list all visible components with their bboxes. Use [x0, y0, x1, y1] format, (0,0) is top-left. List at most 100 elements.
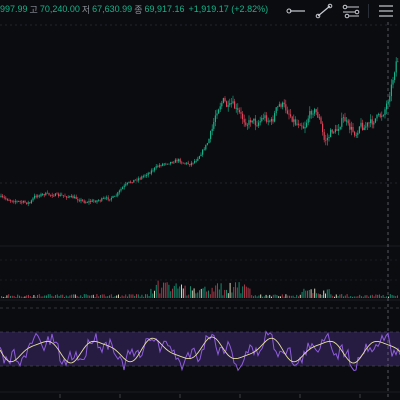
volume-bar: [251, 295, 253, 298]
candle-body: [38, 195, 40, 197]
candle-body: [352, 126, 354, 132]
volume-bar: [326, 289, 328, 298]
candle-body: [26, 202, 28, 204]
candle-body: [0, 195, 2, 197]
candle-body: [274, 113, 276, 122]
volume-bar: [193, 288, 195, 298]
candle-body: [363, 127, 365, 131]
candle-body: [13, 201, 15, 203]
candle-body: [243, 119, 245, 123]
candle-body: [323, 132, 325, 140]
candle-body: [82, 199, 84, 201]
volume-bar: [170, 291, 172, 298]
volume-bar: [395, 296, 397, 298]
candle-body: [211, 128, 213, 132]
candle-body: [280, 104, 282, 107]
candle-body: [213, 121, 215, 129]
volume-bar: [238, 282, 240, 298]
candle-body: [45, 192, 47, 196]
volume-bar: [141, 294, 143, 298]
volume-bar: [94, 296, 96, 298]
candle-body: [160, 165, 162, 167]
candle-body: [250, 120, 252, 123]
volume-bar: [87, 295, 89, 298]
close-value: 69,917.16: [144, 4, 185, 14]
volume-bar: [321, 294, 323, 298]
volume-bar: [393, 295, 395, 298]
horizontal-line-tool[interactable]: [285, 2, 307, 20]
candle-body: [238, 110, 240, 113]
candle-body: [133, 179, 135, 183]
candle-body: [66, 196, 68, 198]
candle-body: [130, 181, 132, 183]
candle-body: [136, 179, 138, 181]
volume-bar: [253, 296, 254, 298]
menu-tool[interactable]: [375, 2, 397, 20]
volume-bar: [202, 288, 204, 298]
volume-bar: [256, 296, 258, 298]
volume-bar: [161, 287, 163, 298]
volume-bar: [159, 293, 161, 298]
volume-bar: [118, 294, 119, 298]
candle-body: [230, 103, 232, 104]
candle-body: [286, 110, 288, 114]
candle-body: [62, 195, 64, 197]
candle-body: [35, 195, 37, 197]
volume-bar: [397, 295, 398, 298]
volume-bar: [274, 294, 276, 298]
volume-bar: [339, 294, 341, 298]
volume-bar: [366, 295, 368, 298]
candle-body: [246, 124, 248, 126]
volume-bar: [100, 294, 101, 298]
candle-body: [56, 193, 58, 195]
candle-body: [134, 179, 136, 181]
candle-body: [240, 112, 242, 114]
volume-bar: [231, 292, 233, 298]
volume-bar: [107, 296, 109, 298]
candle-body: [147, 172, 149, 176]
volume-bar: [35, 296, 37, 298]
candle-body: [158, 165, 160, 167]
candle-body: [384, 109, 386, 116]
candle-body: [166, 163, 168, 165]
candle-body: [109, 199, 111, 201]
candle-body: [395, 61, 397, 73]
candle-body: [19, 201, 21, 203]
candle-body: [3, 196, 5, 198]
volume-bar: [1, 296, 2, 298]
candle-body: [99, 200, 101, 202]
candle-body: [224, 98, 226, 102]
candle-body: [205, 144, 207, 150]
candle-body: [370, 119, 372, 124]
candle-body: [10, 200, 12, 202]
volume-bar: [377, 294, 379, 298]
close-label: 종: [134, 4, 143, 15]
candle-body: [358, 126, 360, 133]
candle-body: [102, 198, 104, 200]
candle-body: [163, 163, 165, 165]
volume-bar: [195, 293, 197, 298]
volume-bar: [364, 295, 366, 298]
volume-bar: [80, 295, 82, 298]
candle-body: [219, 106, 221, 110]
trend-line-tool[interactable]: [313, 2, 335, 20]
candle-body: [165, 163, 167, 165]
volume-bar: [382, 295, 384, 298]
volume-bar: [222, 295, 224, 298]
open-value: 997.99: [0, 4, 28, 14]
volume-bar: [352, 296, 353, 298]
candle-body: [122, 187, 124, 190]
volume-bar: [172, 288, 173, 298]
volume-bar: [19, 295, 20, 298]
multi-point-tool[interactable]: [340, 2, 362, 20]
candle-body: [350, 126, 352, 130]
candle-body: [298, 123, 300, 125]
candle-body: [382, 115, 384, 116]
volume-bar: [42, 296, 44, 298]
volume-bar: [197, 292, 199, 298]
candle-body: [346, 120, 348, 122]
candle-body: [94, 201, 96, 203]
candle-body: [258, 122, 260, 126]
volume-bar: [244, 284, 245, 298]
